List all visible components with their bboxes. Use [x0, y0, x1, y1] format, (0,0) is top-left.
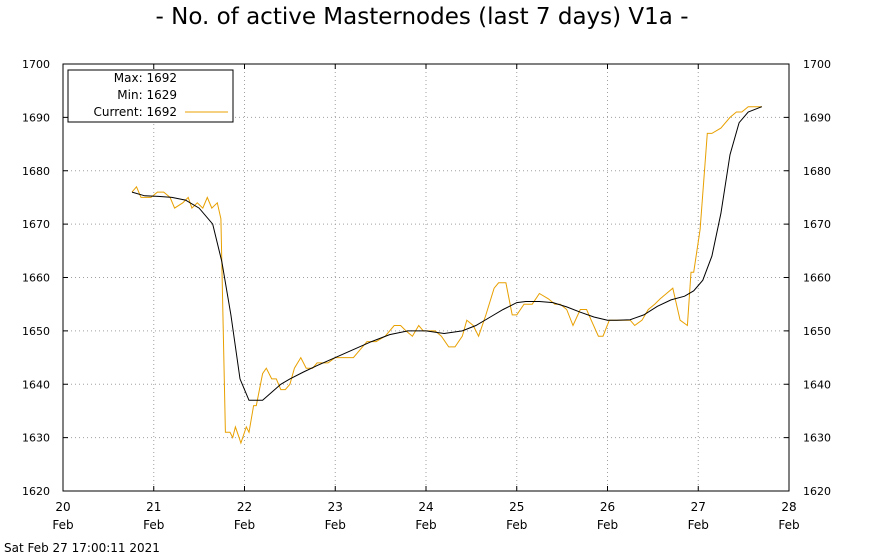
y-tick-label-left: 1650 — [22, 325, 50, 338]
legend: Max: 1692 Min: 1629 Current: 1692 — [67, 69, 234, 123]
legend-min: Min: 1629 — [117, 88, 177, 102]
legend-box — [67, 69, 234, 123]
y-tick-label-left: 1640 — [22, 378, 50, 391]
y-tick-label-left: 1620 — [22, 485, 50, 498]
x-tick-label-day: 24 — [418, 500, 433, 514]
y-tick-label-left: 1680 — [22, 165, 50, 178]
y-tick-label-right: 1700 — [803, 58, 831, 71]
x-tick-label-day: 26 — [600, 500, 615, 514]
series-line-smoothed — [131, 106, 762, 401]
x-tick-label-month: Feb — [325, 518, 346, 532]
x-tick-label-day: 23 — [328, 500, 343, 514]
x-tick-label-month: Feb — [234, 518, 255, 532]
series-line-current — [131, 106, 762, 445]
x-tick-label-month: Feb — [506, 518, 527, 532]
grid-lines — [63, 64, 789, 491]
y-tick-label-left: 1700 — [22, 58, 50, 71]
chart-plot: 1620 1620 1630 1630 1640 1640 1650 1650 1660 1660… — [22, 58, 831, 532]
x-tick-label-day: 27 — [691, 500, 706, 514]
x-tick-label-day: 28 — [781, 500, 796, 514]
x-tick-label-day: 21 — [146, 500, 161, 514]
x-tick-label-month: Feb — [143, 518, 164, 532]
legend-current: Current: 1692 — [94, 105, 177, 119]
y-tick-label-left: 1660 — [22, 272, 50, 285]
y-tick-label-right: 1670 — [803, 218, 831, 231]
y-tick-label-right: 1660 — [803, 272, 831, 285]
x-tick-label-month: Feb — [778, 518, 799, 532]
x-tick-label-month: Feb — [52, 518, 73, 532]
y-tick-label-left: 1630 — [22, 432, 50, 445]
y-tick-label-right: 1630 — [803, 432, 831, 445]
y-tick-label-left: 1670 — [22, 218, 50, 231]
x-tick-label-month: Feb — [688, 518, 709, 532]
y-tick-label-right: 1650 — [803, 325, 831, 338]
y-tick-label-left: 1690 — [22, 111, 50, 124]
footer-timestamp: Sat Feb 27 17:00:11 2021 — [4, 541, 160, 555]
x-tick-label-month: Feb — [415, 518, 436, 532]
series-lines — [131, 106, 762, 445]
legend-max: Max: 1692 — [114, 71, 177, 85]
y-tick-label-right: 1640 — [803, 378, 831, 391]
x-tick-label-month: Feb — [597, 518, 618, 532]
y-tick-label-right: 1690 — [803, 111, 831, 124]
x-tick-label-day: 20 — [55, 500, 70, 514]
y-tick-label-right: 1620 — [803, 485, 831, 498]
axis-ticks: 1620 1620 1630 1630 1640 1640 1650 1650 1660 1660… — [22, 58, 831, 532]
chart-title: - No. of active Masternodes (last 7 days… — [155, 4, 689, 30]
x-tick-label-day: 22 — [237, 500, 252, 514]
x-tick-label-day: 25 — [509, 500, 524, 514]
y-tick-label-right: 1680 — [803, 165, 831, 178]
